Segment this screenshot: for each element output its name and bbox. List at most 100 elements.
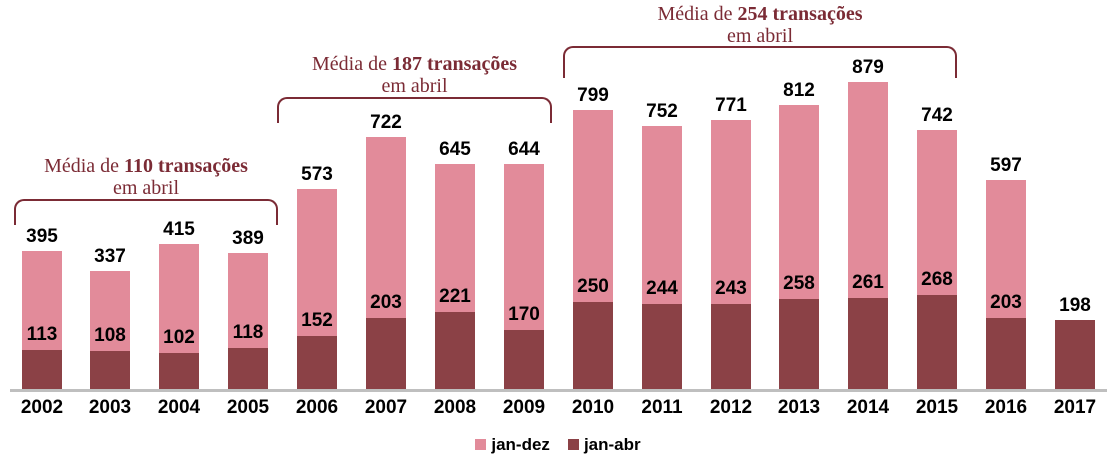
bar-segment-jan-abr [159,353,199,389]
jan-abr-value-label: 152 [301,310,333,331]
annotation-value: 187 transações [392,53,517,75]
bar-segment-jan-dez [228,253,268,348]
bar-segment-jan-dez [917,130,957,295]
bar-segment-jan-dez [22,251,62,350]
bar-segment-jan-dez [297,189,337,336]
bar-segment-jan-dez [90,271,130,351]
annotation-value: 110 transações [124,155,248,177]
x-axis-label: 2011 [641,397,683,418]
bar-segment-jan-dez [435,164,475,312]
annotation-bracket [277,97,552,123]
jan-abr-value-label: 108 [94,325,126,346]
legend-item-jan-dez: jan-dez [475,436,550,453]
total-value-label: 395 [26,226,58,247]
total-value-label: 573 [301,164,333,185]
annotation-prefix: Média de [657,3,738,25]
annotation-line2: em abril [381,75,448,97]
total-value-label: 771 [715,95,747,116]
bar-segment-jan-abr [366,318,406,389]
x-axis-label: 2003 [88,397,132,418]
bar-segment-jan-dez [573,110,613,302]
bar-segment-jan-dez [779,105,819,299]
total-value-label: 799 [577,85,609,106]
total-value-label: 752 [646,101,678,122]
jan-abr-value-label: 102 [163,327,195,348]
legend: jan-dez jan-abr [0,436,1116,453]
total-value-label: 597 [990,155,1022,176]
total-value-label: 198 [1059,295,1091,316]
jan-abr-value-label: 243 [715,278,747,299]
legend-item-jan-abr: jan-abr [567,435,641,454]
x-axis-label: 2017 [1053,397,1097,418]
legend-label-jan-abr: jan-abr [583,435,641,454]
jan-abr-value-label: 203 [990,292,1022,313]
bar-segment-jan-abr [711,304,751,389]
jan-abr-value-label: 250 [577,276,609,297]
bar-segment-jan-dez [848,82,888,298]
bar-segment-jan-abr [1055,320,1095,389]
annotation-2002-2005: Média de 110 transações em abril [14,155,278,225]
annotation-text: Média de 110 transações em abril [14,155,278,199]
legend-swatch-jan-abr [567,439,579,450]
annotation-text: Média de 254 transações em abril [563,3,957,47]
x-axis-label: 2005 [226,397,270,418]
jan-abr-value-label: 170 [508,304,540,325]
jan-abr-value-label: 261 [852,272,884,293]
total-value-label: 415 [163,219,195,240]
jan-abr-value-label: 258 [783,273,815,294]
annotation-bracket [563,46,957,78]
total-value-label: 722 [370,112,402,133]
x-axis-label: 2002 [20,397,64,418]
annotation-2006-2009: Média de 187 transações em abril [277,53,552,123]
total-value-label: 879 [852,57,884,78]
x-axis-label: 2016 [984,397,1028,418]
total-value-label: 645 [439,139,471,160]
annotation-value: 254 transações [737,3,863,25]
x-axis-label: 2004 [157,397,201,418]
jan-abr-value-label: 221 [439,286,471,307]
x-axis-label: 2007 [364,397,408,418]
annotation-bracket [14,199,278,225]
bar-segment-jan-abr [22,350,62,389]
x-axis-label: 2013 [777,397,821,418]
total-value-label: 389 [232,228,264,249]
annotation-line2: em abril [726,25,794,47]
bar-segment-jan-abr [642,304,682,389]
total-value-label: 644 [508,139,540,160]
bar-segment-jan-abr [90,351,130,389]
annotation-2010-2015: Média de 254 transações em abril [563,3,957,79]
jan-abr-value-label: 244 [646,278,678,299]
jan-abr-value-label: 203 [370,292,402,313]
x-axis-label: 2006 [295,397,339,418]
bar-segment-jan-abr [297,336,337,389]
jan-abr-value-label: 268 [921,269,953,290]
x-axis-label: 2014 [846,397,890,418]
bar-segment-jan-dez [504,164,544,330]
annotation-text: Média de 187 transações em abril [277,53,552,97]
bar-segment-jan-abr [504,330,544,389]
annotation-prefix: Média de [44,155,125,177]
x-axis-label: 2010 [571,397,615,418]
bar-segment-jan-abr [986,318,1026,389]
bar-segment-jan-abr [848,298,888,389]
total-value-label: 812 [783,80,815,101]
annotation-line2: em abril [112,177,180,199]
total-value-label: 742 [921,105,953,126]
bar-segment-jan-abr [228,348,268,389]
x-axis-label: 2008 [433,397,477,418]
bar-segment-jan-dez [711,120,751,304]
bar-segment-jan-dez [986,180,1026,318]
bar-segment-jan-abr [917,295,957,389]
bar-segment-jan-abr [779,299,819,389]
legend-label-jan-dez: jan-dez [491,435,550,454]
bar-segment-jan-abr [435,312,475,389]
x-axis-line [10,389,1107,392]
x-axis-label: 2015 [915,397,959,418]
bar-segment-jan-dez [159,244,199,353]
legend-swatch-jan-dez [475,439,487,450]
bar-segment-jan-abr [573,302,613,389]
jan-abr-value-label: 113 [26,324,58,345]
bar-segment-jan-dez [642,126,682,304]
bar-segment-jan-dez [366,137,406,318]
x-axis-label: 2012 [709,397,753,418]
